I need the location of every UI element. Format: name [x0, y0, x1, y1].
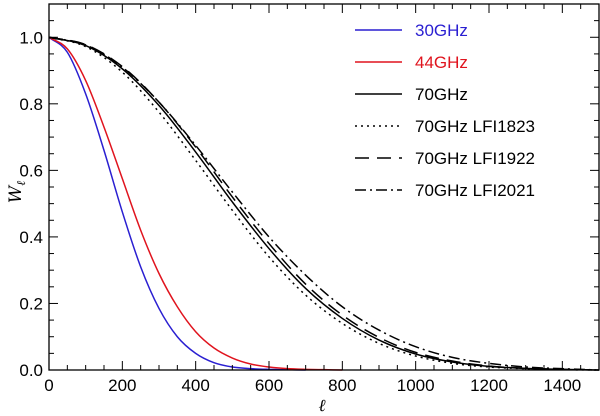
legend-label: 70GHz LFI1922 [415, 149, 535, 168]
legend: 30GHz 44GHz 70GHz 70GHz LFI1823 70GHz LFI192… [355, 21, 535, 200]
y-tick-label: 0.4 [19, 228, 43, 247]
x-tick-label: 1000 [397, 376, 435, 395]
y-tick-label: 0.8 [19, 95, 43, 114]
legend-label: 70GHz [415, 85, 468, 104]
x-axis-ticks: 0 200 400 600 800 1000 1200 1400 [44, 4, 600, 395]
y-axis-ticks: 0.0 0.2 0.4 0.6 0.8 1.0 [19, 3, 599, 380]
legend-label: 70GHz LFI1823 [415, 117, 535, 136]
series-line-30ghz [48, 36, 306, 371]
x-tick-label: 800 [328, 376, 356, 395]
x-tick-label: 400 [181, 376, 209, 395]
legend-label: 44GHz [415, 53, 468, 72]
legend-label: 70GHz LFI2021 [415, 181, 535, 200]
series-line-70ghz-lfi2021 [48, 36, 600, 371]
x-tick-label: 1200 [470, 376, 508, 395]
x-tick-label: 0 [44, 376, 53, 395]
y-tick-label: 0.2 [19, 294, 43, 313]
x-axis-label: ℓ [318, 396, 325, 416]
legend-label: 30GHz [415, 21, 468, 40]
series-line-44ghz [48, 36, 343, 371]
y-axis-label: Wℓ [6, 181, 28, 203]
y-tick-label: 0.0 [19, 361, 43, 380]
x-tick-label: 600 [255, 376, 283, 395]
x-tick-label: 1400 [543, 376, 581, 395]
x-tick-label: 200 [108, 376, 136, 395]
y-tick-label: 0.6 [19, 161, 43, 180]
plot-lines [48, 36, 600, 371]
series-line-70ghz-lfi1823 [48, 36, 600, 371]
y-tick-label: 1.0 [19, 28, 43, 47]
